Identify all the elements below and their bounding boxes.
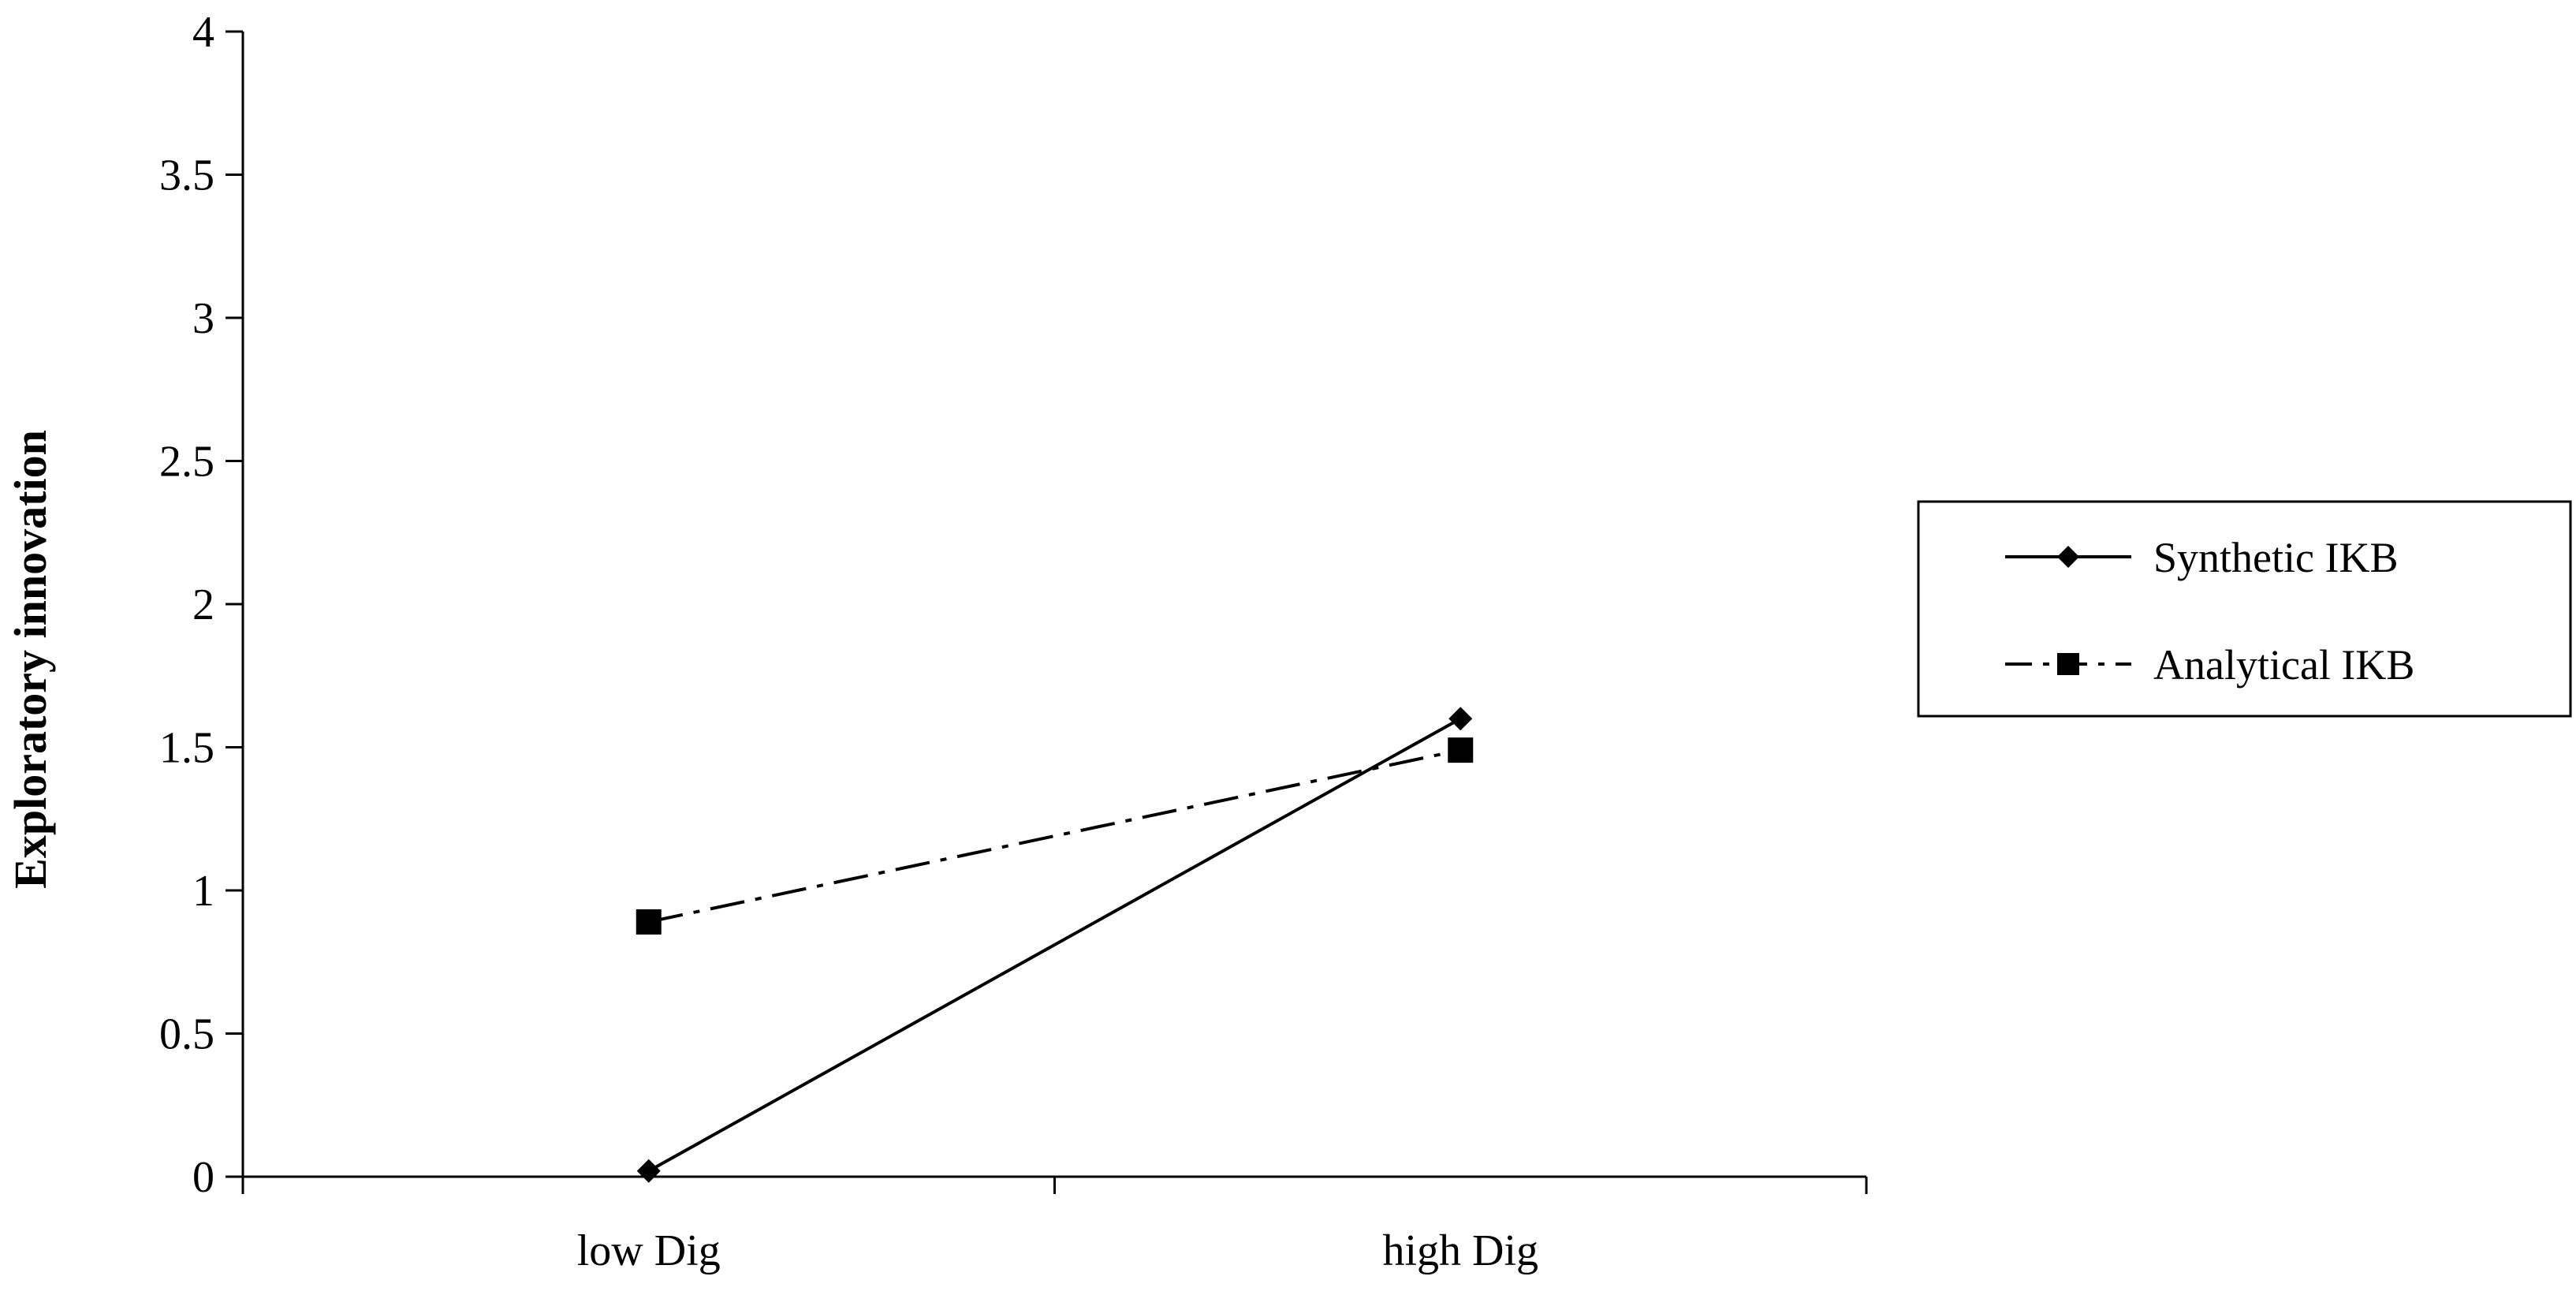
series-layer <box>636 707 1474 1183</box>
y-axis-label: Exploratory innovation <box>5 430 56 889</box>
x-axis: low Dig high Dig <box>241 1175 1868 1275</box>
legend-box <box>1917 500 2572 718</box>
y-tick-label: 3.5 <box>159 151 214 200</box>
series-1-point <box>636 1159 661 1183</box>
y-tick-label: 0 <box>192 1153 214 1202</box>
series-2-point <box>1448 737 1474 763</box>
legend-label-1: Synthetic IKB <box>2153 534 2398 581</box>
y-tick-label: 1.5 <box>159 724 214 773</box>
legend-marker-2 <box>2057 653 2079 675</box>
y-tick-label: 2.5 <box>159 438 214 487</box>
series-line-1 <box>647 717 1462 1173</box>
x-tick-label: high Dig <box>1382 1226 1538 1275</box>
legend: Synthetic IKB Analytical IKB <box>1917 500 2572 718</box>
legend-label-2: Analytical IKB <box>2153 641 2414 689</box>
y-axis: 0 0.5 1 1.5 2 2.5 3 3.5 4 <box>159 8 244 1202</box>
series-2-point <box>636 909 662 935</box>
y-tick-label: 1 <box>192 867 214 916</box>
y-tick-label: 4 <box>192 8 214 57</box>
series-1-point <box>1448 707 1473 731</box>
series-line-2 <box>648 748 1461 924</box>
legend-marker-1 <box>2057 546 2079 568</box>
y-tick-label: 3 <box>192 294 214 343</box>
y-tick-label: 2 <box>192 580 214 629</box>
y-tick-label: 0.5 <box>159 1010 214 1059</box>
x-tick-label: low Dig <box>577 1226 721 1275</box>
